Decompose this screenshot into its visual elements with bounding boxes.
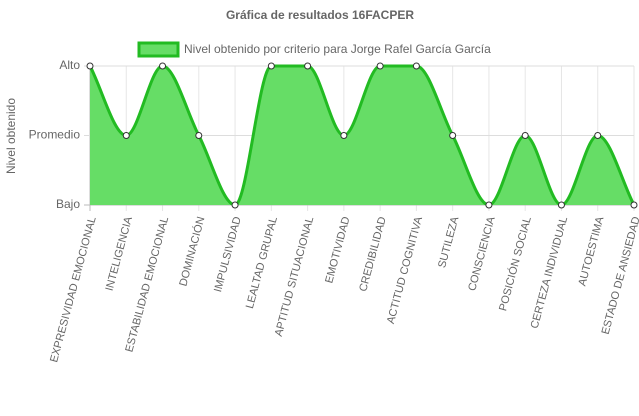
line <box>88 64 636 207</box>
x-tick-label: LEALTAD GRUPAL <box>244 215 280 310</box>
x-tick-label: ACTITUD COGNITIVA <box>385 215 425 325</box>
point <box>340 132 348 139</box>
x-tick-label: ESTADO DE ANSIEDAD <box>600 215 639 335</box>
point <box>630 201 638 209</box>
point <box>231 201 239 209</box>
point <box>122 132 130 139</box>
point <box>376 62 384 70</box>
point <box>557 201 565 209</box>
point <box>449 132 457 139</box>
x-tick-label: EXPRESIVIDAD EMOCIONAL <box>48 215 99 363</box>
x-tick-label: CREDIBILIDAD <box>357 215 389 293</box>
x-tick-label: DOMINACIÓN <box>176 215 207 287</box>
x-tick-label: IMPULSIVIDAD <box>212 215 244 293</box>
x-tick-label: EMOTIVIDAD <box>323 215 352 284</box>
chart-title: Gráfica de resultados 16FACPER <box>226 8 414 22</box>
point <box>521 132 529 139</box>
x-tick-label: CONSCIENCIA <box>466 215 498 293</box>
x-tick-label: POSICIÓN SOCIAL <box>496 215 534 312</box>
y-tick-label: Bajo <box>56 197 80 211</box>
y-axis-title: Nivel obtenido <box>4 98 18 174</box>
x-tick-label: INTELIGENCIA <box>104 215 136 293</box>
point <box>304 62 312 70</box>
x-tick-label: ESTABILIDAD EMOCIONAL <box>123 215 171 353</box>
y-tick-label: Promedio <box>29 128 81 142</box>
x-tick-label: CERTEZA INDIVIDUAL <box>529 215 570 330</box>
y-tick-label: Alto <box>59 58 80 72</box>
area <box>90 66 634 205</box>
x-tick-label: APTITUD SITUACIONAL <box>273 215 317 337</box>
point <box>267 62 275 70</box>
x-tick-label: AUTOESTIMA <box>576 215 606 288</box>
point <box>195 132 203 139</box>
point <box>485 201 493 209</box>
legend-label: Nivel obtenido por criterio para Jorge R… <box>184 42 491 56</box>
point <box>412 62 420 70</box>
point <box>86 62 94 70</box>
point <box>594 132 602 139</box>
point <box>159 62 167 70</box>
x-tick-label: SUTILEZA <box>436 215 461 270</box>
legend-swatch <box>137 41 180 58</box>
